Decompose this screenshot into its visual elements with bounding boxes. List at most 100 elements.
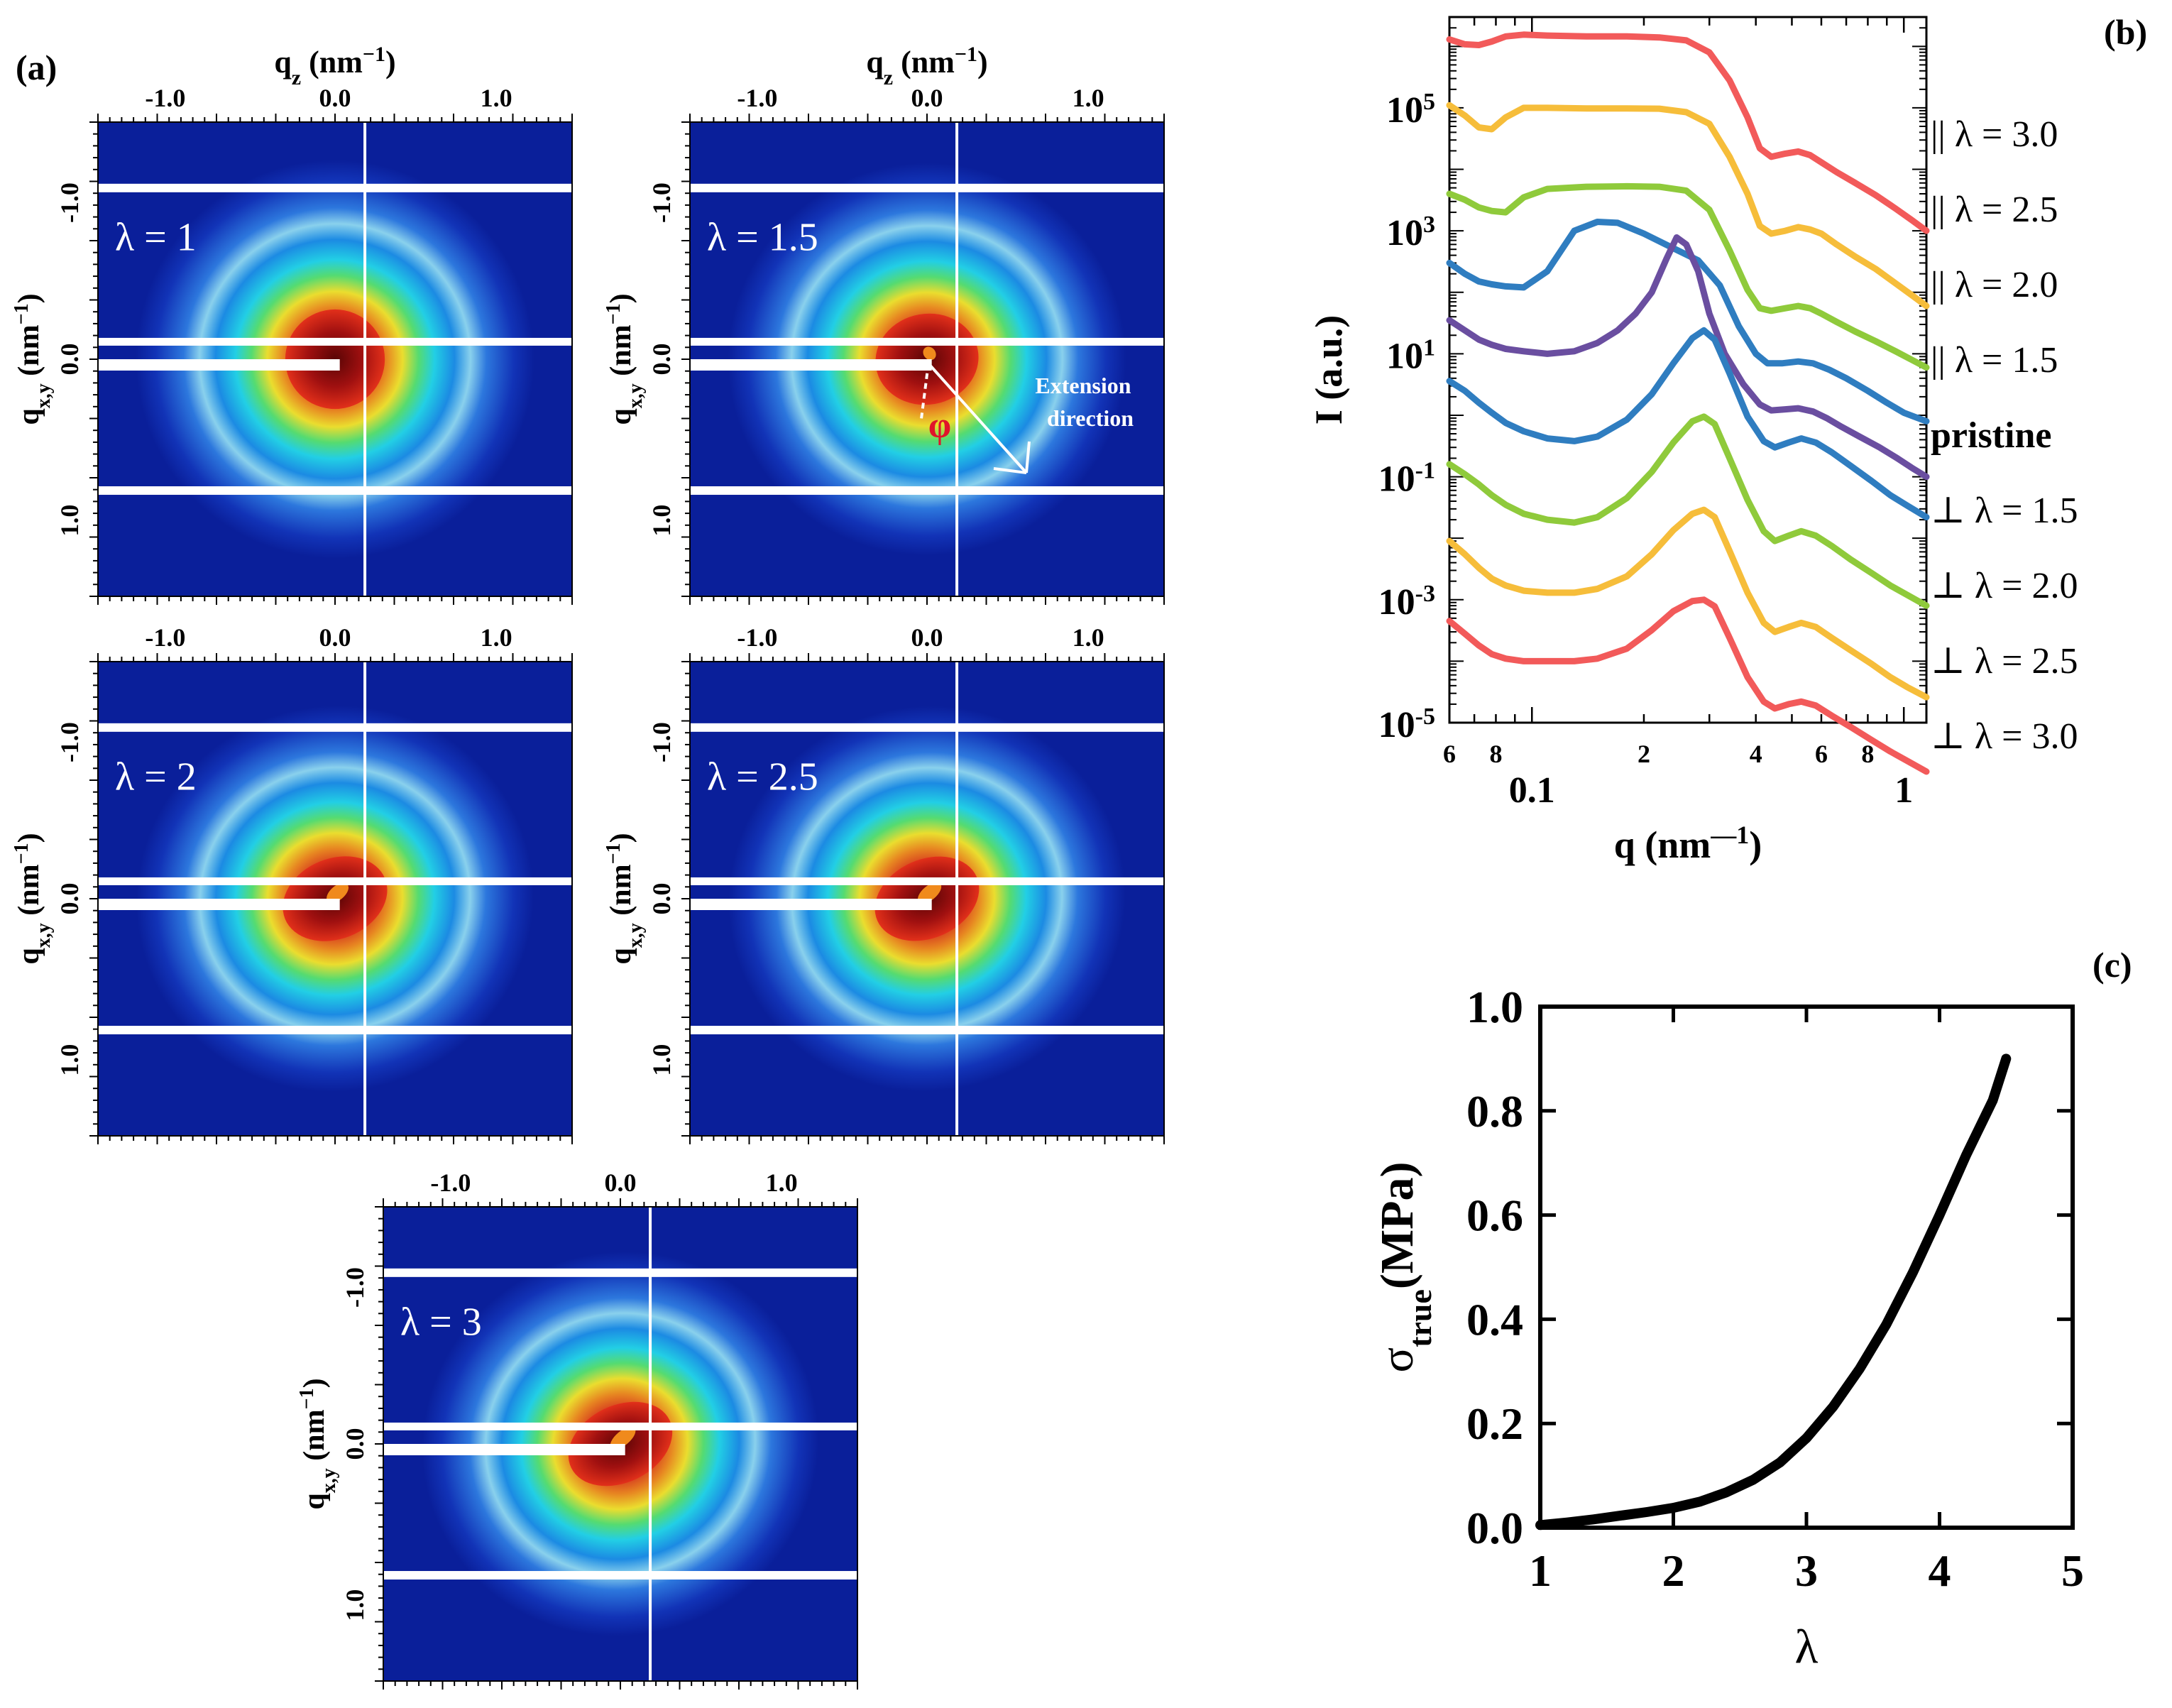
saxs-y-axis-label: qx,y (nm−1) [11,293,55,425]
legend-space [1946,114,1955,155]
mask-line-bottom [98,486,572,496]
legend-sym: ⊥ [1931,566,1965,606]
qz-sub: z [292,66,301,89]
legend-text: λ = 1.5 [1955,340,2058,381]
saxs-x-tick-label-1: 0.0 [911,84,943,112]
qxy-unit: (nm [13,864,45,923]
y-axis-label-b: I (a.u.) [1307,315,1350,425]
saxs-panel-1: -1.0 0.0 1.0qz (nm−1)-1.00.01.0qx,y (nm−1)… [603,43,1165,605]
x-tick-label-c-3: 4 [1929,1545,1951,1596]
y-tick-label-b-1: 103 [1386,212,1435,254]
saxs-x-tick-label-2: 1.0 [766,1168,798,1197]
y-tick-base: 10 [1386,336,1423,376]
saxs-x-tick-label-1: 0.0 [319,623,351,652]
qxy-main: q [13,408,45,425]
saxs-y-tick-label-1: 0.0 [55,344,84,376]
y-tick-label-b-5: 10-5 [1378,704,1435,746]
saxs-x-tick-label-2: 1.0 [1073,623,1104,652]
extension-arrow-shaft [927,362,1028,474]
x-axis-label-c: λ [1795,1619,1819,1673]
qxy-close: ) [298,1378,331,1388]
panel-label-b: (b) [2104,12,2147,52]
legend-text: λ = 2.5 [1975,641,2078,681]
qxy-unit: (nm [605,864,637,923]
legend-label-b-1: || λ = 2.5 [1931,190,2058,230]
xlabel-b: q (nm [1614,823,1711,866]
qxy-sub: x,y [625,923,647,948]
series-line-b-4 [1446,234,1930,481]
saxs-y-axis-label: qx,y (nm−1) [603,293,647,425]
legend-sym: ⊥ [1931,716,1965,757]
legend-label-b-8: ⊥ λ = 3.0 [1931,716,2078,757]
legend-sym: || [1931,340,1946,381]
qz-close: ) [385,45,396,80]
saxs-x-axis-label: qz (nm−1) [274,43,395,89]
saxs-y-tick-label-1: 0.0 [647,883,676,915]
saxs-panel-label-2: λ = 2 [115,755,197,799]
y-tick-exp: -5 [1415,704,1435,730]
qxy-sup: −1 [296,1388,318,1409]
y-tick-label-c-1: 0.2 [1466,1398,1523,1449]
legend-text: λ = 2.0 [1975,566,2078,606]
panel-label-c: (c) [2093,945,2132,985]
saxs-panel-label-3: λ = 2.5 [707,755,818,799]
qxy-sup: −1 [11,843,33,864]
saxs-x-tick-label-0: -1.0 [145,623,185,652]
x-tick-label-c-1: 2 [1662,1545,1685,1596]
beamstop-arm [98,899,340,910]
mask-line-vertical [649,1207,652,1681]
x-minor-label-b-2: 2 [1638,740,1650,768]
x-major-label-b-1: 1 [1894,770,1913,811]
qxy-main: q [13,948,45,964]
legend-label-b-6: ⊥ λ = 2.0 [1931,566,2078,606]
mask-line-vertical [363,662,367,1136]
legend-space [1965,641,1975,681]
y-tick-label-b-3: 10-1 [1378,457,1435,500]
saxs-y-axis-label: qx,y (nm−1) [296,1378,340,1509]
mask-line-mid [98,877,572,885]
saxs-panel-label-1: λ = 1.5 [707,215,818,259]
qxy-sup: −1 [603,843,625,864]
y-tick-base: 10 [1378,705,1415,745]
qxy-unit: (nm [13,324,45,383]
x-axis-label-b: q (nm—1) [1614,821,1762,866]
series-line-c [1535,1053,2012,1531]
legend-text: λ = 2.5 [1955,190,2058,230]
saxs-y-tick-label-0: -1.0 [55,182,84,223]
qxy-close: ) [13,293,45,303]
x-minor-label-b-4: 6 [1815,740,1828,768]
y-tick-base: 10 [1386,213,1423,253]
qz-sup: −1 [955,43,977,66]
series-line-b-7 [1446,506,1930,701]
x-minor-label-b-5: 8 [1861,740,1874,768]
qxy-close: ) [13,833,45,843]
saxs-y-tick-label-0: -1.0 [341,1267,369,1308]
saxs-panel-label-0: λ = 1 [115,215,197,259]
phi-label: φ [928,405,951,446]
legend-space [1946,190,1955,230]
ylabel-c-rest: (MPa) [1371,1162,1423,1290]
beamstop-arm [98,359,340,371]
qxy-unit: (nm [605,324,637,383]
saxs-y-tick-label-0: -1.0 [55,722,84,762]
legend-text: λ = 2.0 [1955,265,2058,305]
legend-label-b-5: ⊥ λ = 1.5 [1931,491,2078,531]
series-line-b-6 [1446,413,1930,609]
qxy-sub: x,y [33,383,55,408]
series-line-b-8 [1446,596,1930,775]
y-tick-label-b-0: 105 [1386,88,1435,131]
x-minor-label-b-3: 4 [1750,740,1762,768]
qz-close: ) [977,45,988,80]
y-tick-exp: -3 [1415,580,1435,606]
x-tick-label-c-2: 3 [1795,1545,1818,1596]
saxs-panel-2: -1.0 0.0 1.0 -1.0 0.0 1.0 qx,y (nm−1) λ = 2 [11,623,573,1144]
legend-text: λ = 3.0 [1955,114,2058,155]
saxs-panel-label-4: λ = 3 [400,1300,482,1344]
saxs-x-tick-label-0: -1.0 [145,84,185,112]
beamstop-arm [690,359,932,371]
qxy-close: ) [605,833,637,843]
x-minor-label-b-0: 6 [1443,740,1456,768]
legend-sym: || [1931,265,1946,305]
legend-space [1965,566,1975,606]
